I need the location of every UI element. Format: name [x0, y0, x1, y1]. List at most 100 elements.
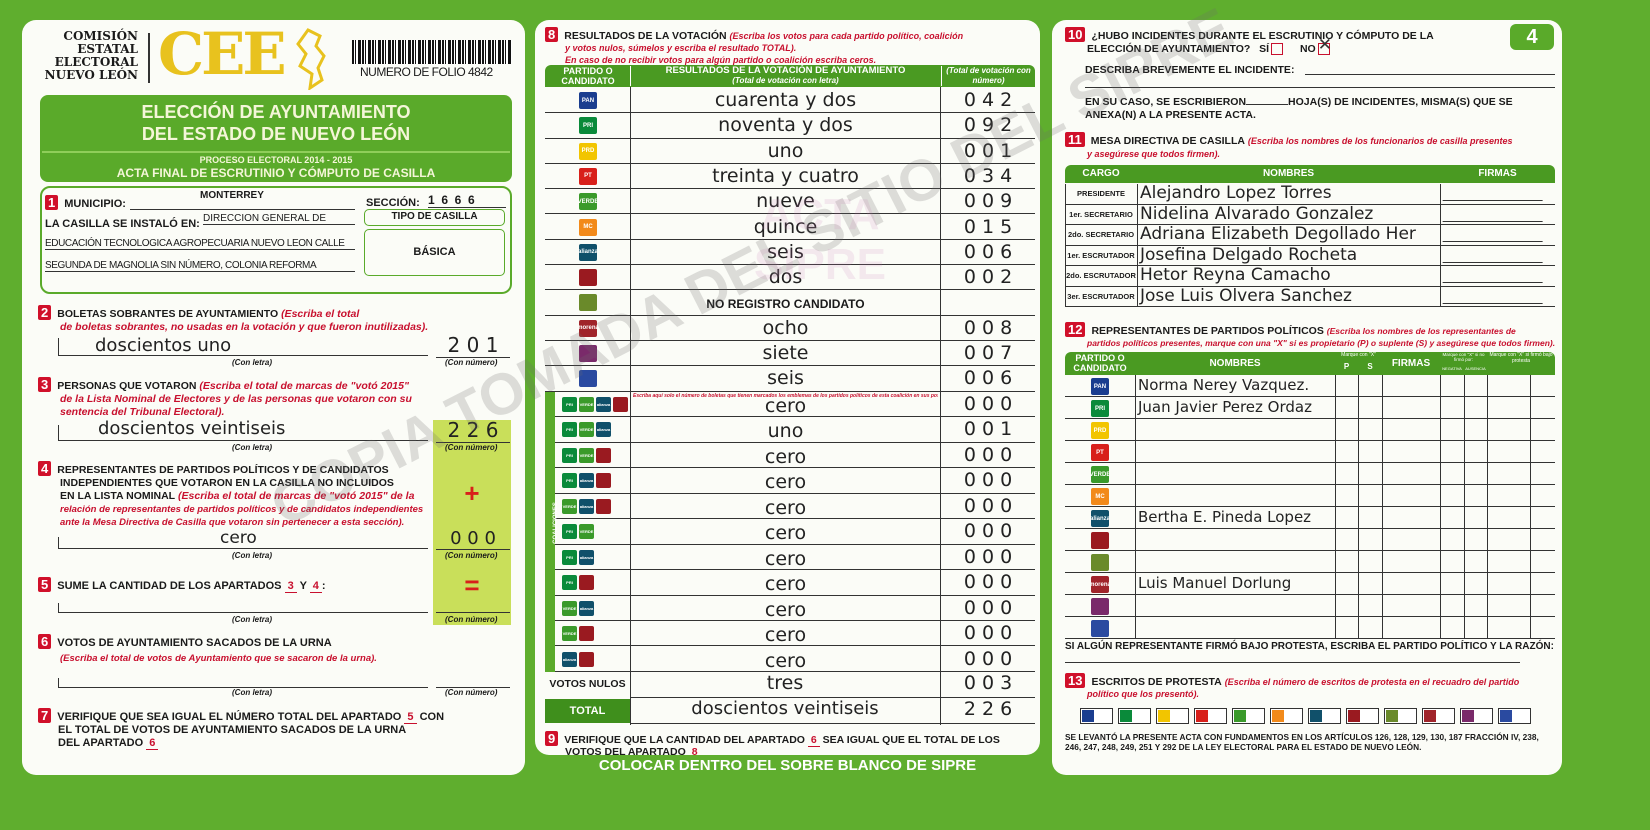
party-votes-numero[interactable]: 0 0 8 — [963, 316, 1013, 339]
party-votes-letra[interactable]: seis — [767, 367, 804, 390]
coalition-votes-letra[interactable]: cero — [764, 522, 807, 545]
coalition-votes-numero[interactable]: 0 0 0 — [963, 469, 1013, 492]
party-logo-icon: PT — [1091, 444, 1109, 461]
party-votes-numero[interactable]: 0 1 5 — [963, 215, 1013, 238]
describe-line[interactable] — [1305, 65, 1555, 75]
votos-nulos-numero[interactable]: 0 0 3 — [941, 672, 1035, 698]
section-title: EN LA LISTA NOMINAL — [60, 490, 176, 502]
party-votes-letra[interactable]: NO REGISTRO CANDIDATO — [706, 297, 865, 312]
party-votes-letra[interactable]: seis — [767, 240, 804, 263]
boletas-letra[interactable]: doscientos uno — [95, 335, 232, 356]
votaron-numero[interactable]: 2 2 6 — [436, 418, 510, 443]
party-votes-numero[interactable]: 0 3 4 — [963, 164, 1013, 187]
coalition-votes-letra[interactable]: cero — [764, 624, 807, 647]
total-letra[interactable]: doscientos veintiseis — [630, 698, 940, 724]
section-number: 9 — [545, 731, 559, 746]
total-numero[interactable]: 2 2 6 — [941, 698, 1035, 724]
party-votes-letra[interactable]: dos — [768, 266, 803, 289]
firma-signature[interactable] — [1442, 289, 1548, 304]
party-logo-icon: morena — [579, 319, 597, 337]
party-votes-letra[interactable]: treinta y cuatro — [712, 164, 859, 187]
urna-letra-line[interactable] — [58, 678, 428, 688]
party-votes-letra[interactable]: nueve — [756, 190, 815, 213]
party-logo-icon — [1158, 710, 1170, 722]
representante-nombre[interactable]: Norma Nerey Vazquez. — [1138, 376, 1310, 394]
votos-nulos-letra[interactable]: tres — [630, 672, 940, 698]
coalition-votes-letra[interactable]: cero — [764, 445, 807, 468]
coalition-votes-numero[interactable]: 0 0 0 — [963, 622, 1013, 645]
party-votes-numero[interactable]: 0 0 2 — [963, 266, 1013, 289]
coalition-votes-letra[interactable]: cero — [764, 598, 807, 621]
party-votes-letra[interactable]: cuarenta y dos — [714, 89, 857, 111]
section-number: 8 — [545, 27, 559, 42]
party-votes-letra[interactable]: noventa y dos — [718, 114, 853, 137]
representante-row — [1065, 397, 1555, 419]
coalition-votes-letra[interactable]: cero — [764, 496, 807, 519]
section-title: SEA IGUAL QUE EL TOTAL DE LOS — [822, 734, 1000, 746]
votaron-letra[interactable]: doscientos veintiseis — [98, 418, 286, 439]
section-title: SUME LA CANTIDAD DE LOS APARTADOS — [57, 580, 282, 592]
institution-line: ESTATAL — [77, 42, 138, 56]
firma-signature[interactable] — [1442, 207, 1548, 222]
suma-letra-line[interactable] — [58, 603, 428, 613]
party-votes-numero[interactable]: 0 0 9 — [963, 190, 1013, 213]
funcionario-nombre[interactable]: Alejandro Lopez Torres — [1140, 183, 1332, 203]
coalition-votes-letra[interactable]: uno — [767, 420, 804, 443]
party-votes-letra[interactable]: quince — [753, 215, 818, 238]
representante-nombre[interactable]: Bertha E. Pineda Lopez — [1138, 508, 1312, 526]
coalition-votes-numero[interactable]: 0 0 0 — [963, 647, 1013, 670]
tipo-casilla-value[interactable]: BÁSICA — [364, 229, 505, 276]
con-letra-label: (Con letra) — [232, 358, 272, 367]
coalition-votes-letra[interactable]: cero — [764, 471, 807, 494]
coalition-votes-letra[interactable]: cero — [764, 547, 807, 570]
party-votes-numero[interactable]: 0 9 2 — [963, 114, 1013, 137]
coalition-votes-numero[interactable]: 0 0 0 — [963, 443, 1013, 466]
coalition-logo-icon — [596, 447, 611, 463]
coalition-votes-letra[interactable]: cero — [764, 573, 807, 596]
municipio-value[interactable]: MONTERREY — [200, 190, 264, 201]
funcionario-nombre[interactable]: Jose Luis Olvera Sanchez — [1140, 285, 1352, 306]
representantes-letra[interactable]: cero — [220, 528, 257, 548]
describe-line-2[interactable] — [1085, 82, 1555, 88]
party-votes-numero[interactable]: 0 4 2 — [963, 89, 1013, 111]
funcionario-nombre[interactable]: Josefina Delgado Rocheta — [1140, 244, 1358, 265]
party-votes-numero[interactable]: 0 0 1 — [963, 139, 1013, 162]
funcionario-nombre[interactable]: Hetor Reyna Camacho — [1140, 265, 1331, 285]
coalition-votes-numero[interactable]: 0 0 0 — [963, 596, 1013, 619]
cargo-label: 2do. ESCRUTADOR — [1066, 271, 1136, 280]
address-line-3[interactable]: SEGUNDA DE MAGNOLIA SIN NÚMERO, COLONIA … — [45, 260, 355, 272]
firma-signature[interactable] — [1442, 248, 1548, 263]
coalition-votes-letra[interactable]: cero — [764, 649, 807, 672]
coalition-votes-numero[interactable]: 0 0 0 — [963, 494, 1013, 517]
party-votes-numero[interactable]: 0 0 6 — [963, 367, 1013, 390]
coalition-votes-numero[interactable]: 0 0 1 — [963, 418, 1013, 441]
coalition-votes-numero[interactable]: 0 0 0 — [963, 393, 1013, 415]
representante-nombre[interactable]: Luis Manuel Dorlung — [1138, 574, 1292, 592]
party-votes-numero[interactable]: 0 0 7 — [963, 342, 1013, 364]
urna-numero-line[interactable] — [436, 678, 510, 688]
seccion-value[interactable]: 1 6 6 6 — [428, 193, 506, 208]
funcionario-nombre[interactable]: Nidelina Alvarado Gonzalez — [1140, 203, 1374, 224]
protesta-line[interactable] — [1065, 655, 1520, 663]
party-votes-letra[interactable]: ocho — [762, 316, 809, 339]
si-checkbox[interactable] — [1271, 43, 1284, 56]
representante-nombre[interactable]: Juan Javier Perez Ordaz — [1138, 398, 1312, 416]
address-line-2[interactable]: EDUCACIÓN TECNOLOGICA AGROPECUARIA NUEVO… — [45, 238, 355, 250]
party-votes-numero[interactable]: 0 0 6 — [963, 240, 1013, 263]
firma-signature[interactable] — [1442, 269, 1548, 283]
representantes-numero[interactable]: 0 0 0 — [436, 528, 510, 550]
address-line-1[interactable]: DIRECCION GENERAL DE — [203, 213, 355, 225]
party-votes-letra[interactable]: uno — [767, 139, 804, 162]
no-checkbox[interactable]: ✕ — [1317, 36, 1332, 56]
coalition-votes-numero[interactable]: 0 0 0 — [963, 571, 1013, 594]
coalition-votes-numero[interactable]: 0 0 0 — [963, 545, 1013, 568]
boletas-numero[interactable]: 2 0 1 — [436, 333, 510, 358]
firma-signature[interactable] — [1442, 187, 1548, 201]
coalition-votes-letra[interactable]: cero — [764, 395, 807, 417]
funcionario-nombre[interactable]: Adriana Elizabeth Degollado Her — [1140, 224, 1416, 244]
firma-signature[interactable] — [1442, 228, 1548, 242]
party-votes-letra[interactable]: siete — [762, 342, 809, 364]
coalition-votes-numero[interactable]: 0 0 0 — [963, 520, 1013, 543]
coalition-logo-icon: alianza — [579, 498, 594, 514]
suma-numero-line[interactable] — [436, 603, 510, 613]
